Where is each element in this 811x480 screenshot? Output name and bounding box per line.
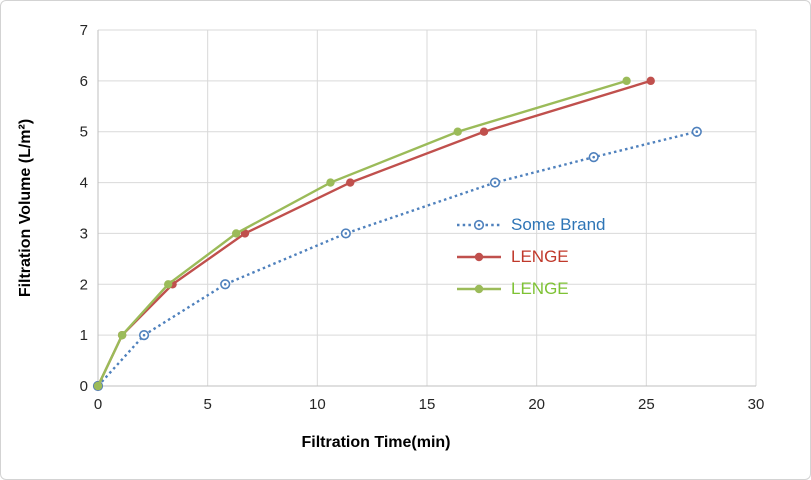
series-1-circle-marker-icon — [479, 127, 489, 136]
series-2-circle-marker-icon — [117, 330, 127, 340]
series-1-circle-marker-icon — [646, 76, 655, 86]
series-2-circle-marker-icon — [622, 76, 631, 86]
y-tick-label: 7 — [80, 22, 88, 39]
y-tick-label: 5 — [80, 124, 88, 141]
series-0-marker-center-dot-icon — [493, 181, 497, 184]
series-0-marker-center-dot-icon — [695, 130, 699, 134]
series-2-circle-marker-icon — [453, 127, 462, 136]
y-tick-label: 0 — [80, 378, 88, 395]
y-tick-label: 4 — [80, 175, 88, 192]
legend-line-sample-icon — [457, 284, 501, 294]
series-0-marker-center-dot-icon — [142, 333, 146, 337]
series-2-circle-marker-icon — [326, 178, 335, 187]
x-tick-label: 30 — [748, 396, 765, 413]
legend-label: LENGE — [511, 247, 569, 266]
x-tick-label: 25 — [638, 396, 655, 413]
y-tick-label: 3 — [80, 225, 88, 242]
series-line-0 — [97, 130, 698, 387]
chart-legend: Some Brand LENGE LENGE — [456, 209, 606, 305]
x-tick-label: 0 — [94, 396, 102, 413]
y-tick-label: 1 — [80, 327, 88, 344]
y-tick-label: 6 — [80, 73, 88, 90]
series-0-marker-center-dot-icon — [223, 282, 227, 286]
y-axis-title: Filtration Volume (L/m²) — [17, 118, 34, 298]
x-tick-label: 20 — [528, 396, 545, 413]
legend-label: LENGE — [511, 279, 569, 298]
series-2-circle-marker-icon — [163, 280, 173, 289]
legend-line-sample-icon — [457, 252, 501, 262]
legend-label: Some Brand — [511, 215, 606, 234]
series-0-marker-center-dot-icon — [592, 155, 595, 159]
series-1-circle-marker-icon — [240, 229, 250, 238]
legend-item-2: LENGE — [456, 273, 606, 305]
legend-item-0: Some Brand — [456, 209, 606, 241]
series-2-circle-marker-icon — [231, 229, 241, 238]
x-tick-label: 15 — [419, 396, 436, 413]
x-axis-title: Filtration Time(min) — [301, 434, 451, 451]
series-2-circle-marker-icon — [93, 381, 103, 391]
x-tick-label: 5 — [203, 396, 211, 413]
y-tick-label: 2 — [80, 276, 88, 293]
series-1-circle-marker-icon — [346, 178, 355, 187]
legend-item-1: LENGE — [456, 241, 606, 273]
x-tick-label: 10 — [309, 396, 326, 413]
series-0-marker-center-dot-icon — [344, 232, 348, 235]
legend-line-sample-icon — [457, 219, 501, 231]
